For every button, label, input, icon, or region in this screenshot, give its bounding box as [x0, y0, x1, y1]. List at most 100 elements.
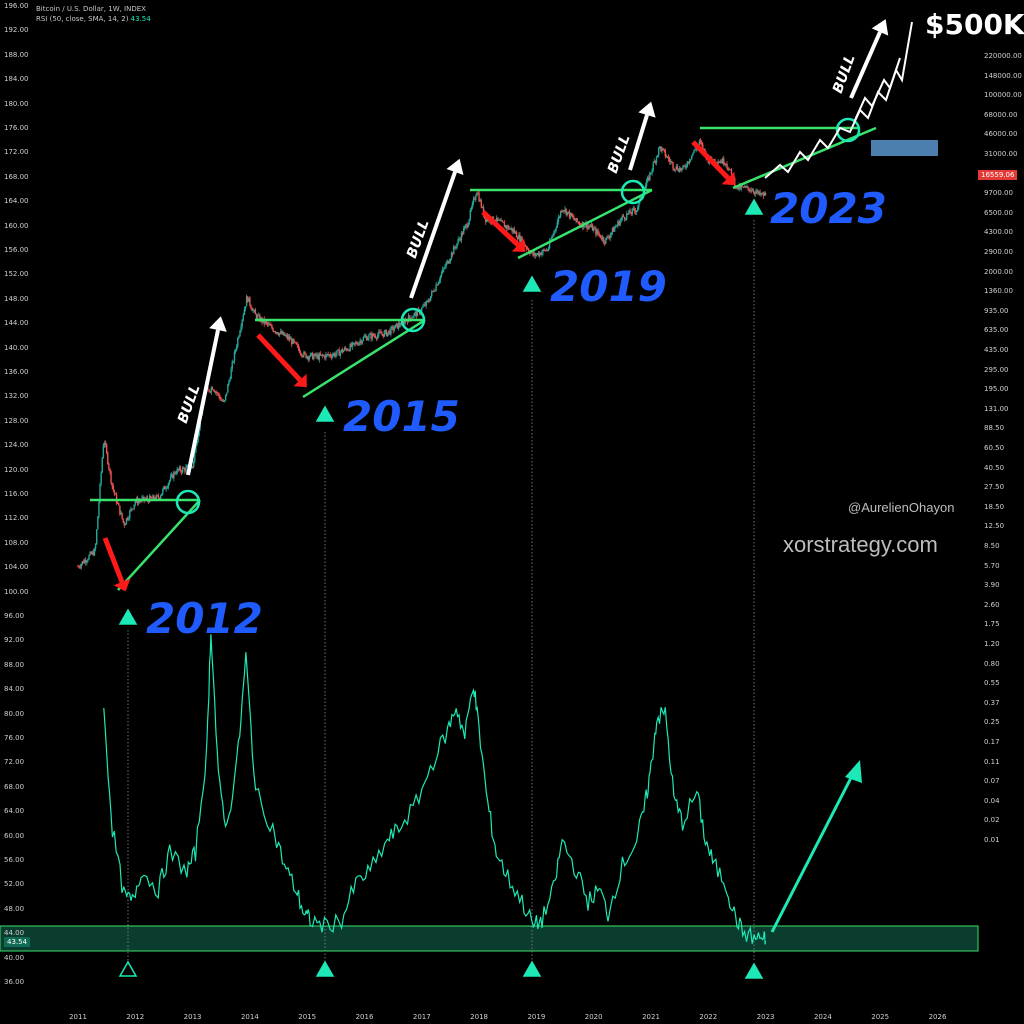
left-axis-tick: 172.00	[4, 148, 29, 157]
x-axis-tick: 2018	[470, 1013, 489, 1021]
bull-arrow-shaft	[628, 114, 649, 171]
price-candle-body	[395, 323, 398, 325]
price-candle-body	[460, 232, 463, 241]
price-candle-body	[127, 518, 130, 520]
price-candle-body	[208, 389, 210, 392]
right-axis-tick: 3.90	[984, 581, 1000, 590]
right-axis-tick: 8.50	[984, 542, 1000, 550]
price-candle-body	[125, 518, 128, 524]
right-axis-tick: 435.00	[984, 346, 1009, 354]
price-candle-body	[394, 324, 397, 329]
price-candle-body	[563, 210, 565, 212]
price-candle-body	[348, 349, 350, 352]
price-candle-body	[158, 498, 161, 500]
price-candle-body	[87, 559, 89, 562]
price-candle-body	[467, 224, 469, 228]
price-candle-body	[165, 488, 167, 490]
x-axis-tick: 2013	[183, 1013, 202, 1021]
red-arrow-shaft	[481, 210, 520, 247]
price-candle-body	[738, 184, 740, 190]
price-candle-body	[570, 213, 573, 216]
breakout-circle	[620, 179, 646, 205]
price-candle-body	[94, 544, 97, 549]
price-candle-body	[630, 213, 632, 215]
price-candle-body	[613, 227, 616, 232]
price-candle-body	[412, 316, 414, 318]
price-candle-body	[429, 296, 432, 301]
price-candle-body	[129, 510, 131, 519]
rsi-marker-2012	[118, 960, 138, 977]
x-axis-tick: 2020	[584, 1013, 603, 1021]
price-candle-body	[213, 390, 216, 393]
price-candle-body	[431, 291, 433, 297]
price-candle-body	[749, 190, 751, 192]
price-candle-body	[312, 352, 314, 360]
price-candle-body	[567, 211, 570, 213]
price-candle-body	[476, 192, 478, 197]
price-candle-body	[578, 222, 581, 225]
price-candle-body	[423, 304, 425, 307]
price-candle-body	[623, 216, 626, 220]
price-candle-body	[702, 144, 704, 150]
left-axis-tick: 92.00	[4, 636, 25, 645]
price-candle-body	[689, 159, 692, 161]
price-candle-body	[305, 353, 307, 359]
red-arrowhead	[113, 578, 131, 592]
x-axis-tick: 2012	[126, 1013, 145, 1021]
right-axis-tick: 12.50	[984, 522, 1005, 531]
price-candle-body	[509, 228, 511, 230]
price-candle-body	[741, 186, 744, 188]
price-candle-body	[378, 331, 380, 335]
price-candle-body	[211, 387, 214, 390]
price-candle-body	[96, 529, 98, 545]
price-candle-body	[631, 208, 633, 214]
price-candle-body	[361, 340, 363, 344]
left-axis-tick: 108.00	[4, 538, 29, 547]
price-candle-body	[345, 347, 347, 349]
price-candle-body	[649, 172, 651, 181]
price-candle-body	[602, 237, 605, 242]
price-candle-body	[678, 167, 681, 172]
price-candle-body	[122, 518, 124, 523]
price-candle-body	[194, 452, 196, 462]
price-candle-body	[448, 261, 451, 264]
price-candle-body	[724, 164, 726, 166]
price-candle-body	[113, 489, 116, 494]
left-axis-tick: 128.00	[4, 416, 29, 425]
price-candle-body	[382, 334, 384, 337]
price-candle-body	[626, 213, 628, 219]
left-axis-tick: 44.00	[4, 929, 25, 938]
price-candle-body	[108, 463, 110, 469]
right-axis-tick: 6500.00	[984, 208, 1013, 217]
price-candle-body	[470, 207, 473, 211]
price-candle-body	[319, 353, 322, 356]
price-candle-body	[334, 353, 336, 357]
left-axis-tick: 132.00	[4, 392, 29, 401]
price-candle-body	[752, 190, 755, 193]
price-candle-body	[740, 186, 743, 190]
left-axis-tick: 156.00	[4, 246, 29, 254]
left-axis-tick: 100.00	[4, 587, 29, 596]
price-candle-body	[589, 226, 592, 228]
price-candle-body	[373, 335, 376, 337]
price-candle-body	[688, 160, 691, 163]
price-candle-body	[747, 186, 749, 189]
price-candle-body	[372, 333, 375, 336]
price-candle-body	[759, 191, 761, 195]
price-candle-body	[610, 232, 613, 235]
price-candle-body	[534, 253, 536, 256]
price-candle-body	[120, 512, 122, 515]
left-axis-tick: 148.00	[4, 294, 29, 303]
price-candle-body	[553, 231, 555, 235]
price-candle-body	[446, 260, 448, 264]
price-candle-body	[364, 336, 367, 338]
price-candle-body	[356, 342, 358, 345]
price-candle-body	[219, 396, 221, 400]
price-candle-body	[275, 332, 278, 334]
price-candle-body	[291, 338, 293, 345]
price-candle-body	[455, 247, 457, 249]
price-candle-body	[559, 211, 562, 217]
left-axis-tick: 136.00	[4, 368, 29, 376]
right-axis-tick: 148000.00	[984, 71, 1022, 80]
price-candle-body	[90, 552, 92, 555]
